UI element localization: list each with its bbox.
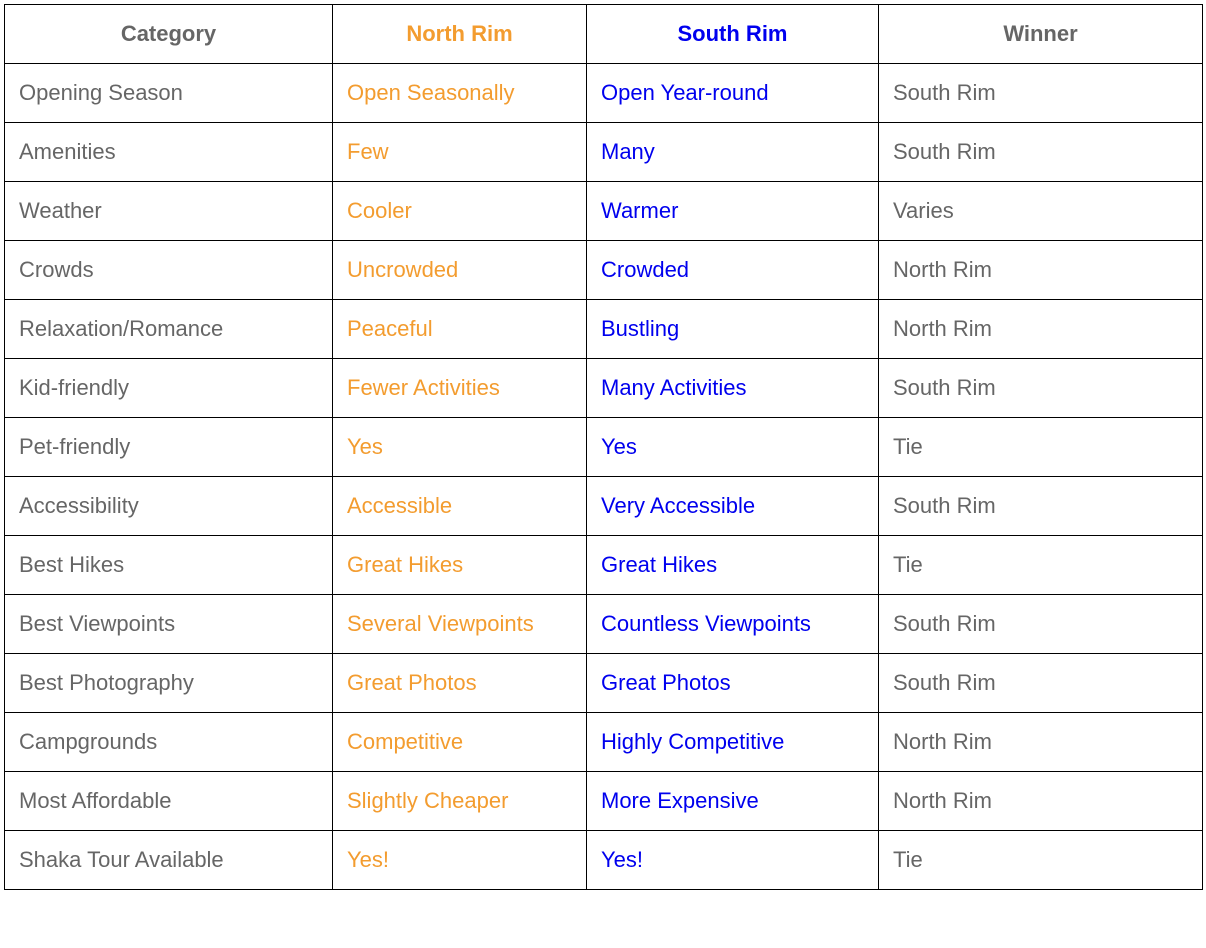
cell-south: Warmer (587, 182, 879, 241)
cell-winner: South Rim (879, 123, 1203, 182)
cell-category: Relaxation/Romance (5, 300, 333, 359)
cell-winner: Tie (879, 418, 1203, 477)
table-row: Accessibility Accessible Very Accessible… (5, 477, 1203, 536)
cell-category: Kid-friendly (5, 359, 333, 418)
cell-north: Fewer Activities (333, 359, 587, 418)
cell-south: Countless Viewpoints (587, 595, 879, 654)
table-row: Relaxation/Romance Peaceful Bustling Nor… (5, 300, 1203, 359)
cell-category: Weather (5, 182, 333, 241)
cell-south: Great Photos (587, 654, 879, 713)
cell-south: Crowded (587, 241, 879, 300)
cell-category: Best Viewpoints (5, 595, 333, 654)
table-row: Best Hikes Great Hikes Great Hikes Tie (5, 536, 1203, 595)
table-row: Shaka Tour Available Yes! Yes! Tie (5, 831, 1203, 890)
table-row: Most Affordable Slightly Cheaper More Ex… (5, 772, 1203, 831)
cell-winner: Tie (879, 831, 1203, 890)
table-body: Opening Season Open Seasonally Open Year… (5, 64, 1203, 890)
table-row: Crowds Uncrowded Crowded North Rim (5, 241, 1203, 300)
cell-category: Best Hikes (5, 536, 333, 595)
cell-winner: South Rim (879, 359, 1203, 418)
table-row: Opening Season Open Seasonally Open Year… (5, 64, 1203, 123)
cell-south: Yes! (587, 831, 879, 890)
cell-north: Great Photos (333, 654, 587, 713)
comparison-table: Category North Rim South Rim Winner Open… (4, 4, 1203, 890)
table-row: Weather Cooler Warmer Varies (5, 182, 1203, 241)
cell-category: Best Photography (5, 654, 333, 713)
table-row: Campgrounds Competitive Highly Competiti… (5, 713, 1203, 772)
cell-category: Campgrounds (5, 713, 333, 772)
cell-winner: South Rim (879, 64, 1203, 123)
cell-winner: North Rim (879, 300, 1203, 359)
cell-south: Bustling (587, 300, 879, 359)
cell-winner: South Rim (879, 477, 1203, 536)
cell-south: Many (587, 123, 879, 182)
cell-north: Cooler (333, 182, 587, 241)
cell-north: Peaceful (333, 300, 587, 359)
cell-north: Accessible (333, 477, 587, 536)
cell-category: Crowds (5, 241, 333, 300)
cell-north: Yes (333, 418, 587, 477)
cell-north: Yes! (333, 831, 587, 890)
cell-winner: North Rim (879, 772, 1203, 831)
cell-north: Few (333, 123, 587, 182)
cell-winner: South Rim (879, 595, 1203, 654)
cell-south: Highly Competitive (587, 713, 879, 772)
table-row: Pet-friendly Yes Yes Tie (5, 418, 1203, 477)
cell-north: Great Hikes (333, 536, 587, 595)
table-row: Kid-friendly Fewer Activities Many Activ… (5, 359, 1203, 418)
cell-category: Accessibility (5, 477, 333, 536)
cell-category: Pet-friendly (5, 418, 333, 477)
cell-winner: Tie (879, 536, 1203, 595)
cell-winner: North Rim (879, 713, 1203, 772)
cell-south: Great Hikes (587, 536, 879, 595)
cell-winner: Varies (879, 182, 1203, 241)
cell-winner: South Rim (879, 654, 1203, 713)
header-category: Category (5, 5, 333, 64)
table-row: Best Viewpoints Several Viewpoints Count… (5, 595, 1203, 654)
cell-south: Open Year-round (587, 64, 879, 123)
header-winner: Winner (879, 5, 1203, 64)
cell-category: Amenities (5, 123, 333, 182)
cell-category: Most Affordable (5, 772, 333, 831)
cell-south: Yes (587, 418, 879, 477)
cell-category: Opening Season (5, 64, 333, 123)
table-row: Amenities Few Many South Rim (5, 123, 1203, 182)
cell-north: Slightly Cheaper (333, 772, 587, 831)
table-row: Best Photography Great Photos Great Phot… (5, 654, 1203, 713)
cell-winner: North Rim (879, 241, 1203, 300)
cell-north: Open Seasonally (333, 64, 587, 123)
cell-north: Several Viewpoints (333, 595, 587, 654)
cell-south: Many Activities (587, 359, 879, 418)
cell-north: Competitive (333, 713, 587, 772)
cell-south: More Expensive (587, 772, 879, 831)
cell-category: Shaka Tour Available (5, 831, 333, 890)
table-header-row: Category North Rim South Rim Winner (5, 5, 1203, 64)
header-south-rim: South Rim (587, 5, 879, 64)
header-north-rim: North Rim (333, 5, 587, 64)
cell-south: Very Accessible (587, 477, 879, 536)
cell-north: Uncrowded (333, 241, 587, 300)
